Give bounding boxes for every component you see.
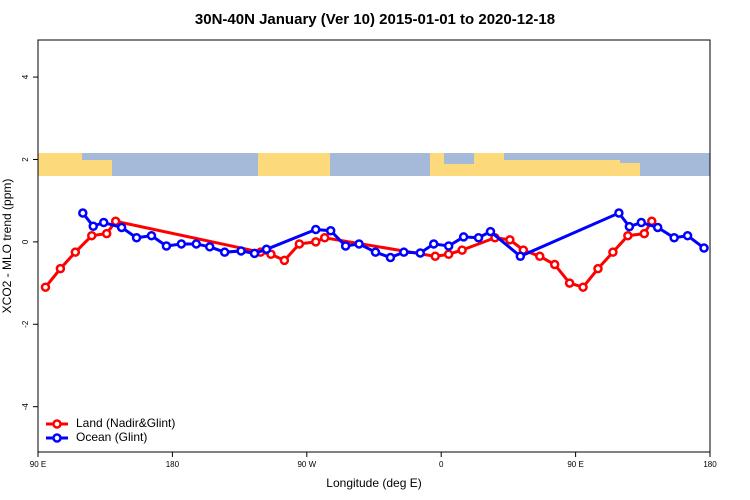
data-point [699,243,709,253]
x-tick-label: 0 [439,460,444,469]
x-axis-label: Longitude (deg E) [326,476,421,490]
y-tick-label: -4 [21,403,30,411]
data-point [40,282,51,292]
y-tick-label: 0 [21,239,30,244]
legend-label: Land (Nadir&Glint) [76,416,175,430]
data-point [639,228,650,239]
data-point [682,230,693,241]
data-point [564,278,575,288]
data-point [146,230,157,241]
plot-frame [37,39,711,453]
y-tick-label: 2 [21,157,30,162]
data-point [443,241,454,251]
data-point [608,247,618,257]
data-point [370,247,381,257]
legend-label: Ocean (Glint) [76,430,147,444]
data-point [191,239,202,249]
data-point [593,263,603,274]
data-point [131,233,142,243]
data-point [354,239,364,249]
data-point [399,247,409,257]
data-point [473,233,484,243]
data-point [457,245,467,255]
data-point [55,263,66,274]
data-point [98,217,109,228]
legend-marker [52,433,62,443]
data-point [624,221,635,232]
data-point [219,247,230,257]
x-tick-label: 180 [703,460,717,469]
data-point [70,247,81,257]
data-point [311,224,321,235]
data-point [340,241,351,251]
data-point [623,230,633,241]
data-point [385,252,396,263]
data-point [428,239,439,249]
data-point [161,241,172,251]
data-point [669,233,679,243]
chart-title: 30N-40N January (Ver 10) 2015-01-01 to 2… [195,11,555,28]
data-point [443,249,454,259]
y-tick-label: 4 [21,74,30,79]
data-point [652,222,663,233]
series-line [44,219,654,289]
data-point [319,233,330,243]
data-point [116,222,127,233]
data-point [279,255,290,266]
data-point [430,251,440,262]
data-point [485,226,496,237]
data-point [87,230,97,241]
data-point [236,246,246,256]
data-point [176,239,187,249]
data-point [614,208,624,218]
data-point [415,248,426,258]
data-point [204,242,215,252]
map-strip [38,153,710,176]
data-point [311,237,321,247]
x-tick-label: 90 E [567,460,583,469]
data-point [636,217,647,228]
legend-marker [52,419,62,429]
data-point [249,248,260,259]
data-point [505,235,515,245]
data-point [458,232,469,242]
data-point [261,244,272,255]
data-point [78,208,88,218]
data-point [535,251,545,262]
x-tick-label: 90 W [297,460,316,469]
y-tick-label: -2 [21,320,30,328]
x-tick-label: 90 E [30,460,46,469]
data-point [549,259,560,270]
data-point [101,228,112,239]
data-point [294,239,305,249]
data-point [325,226,336,236]
data-point [515,251,526,262]
y-axis-label: XCO2 - MLO trend (ppm) [0,179,14,314]
data-point [88,221,99,231]
x-tick-label: 180 [166,460,180,469]
data-point [578,282,588,292]
